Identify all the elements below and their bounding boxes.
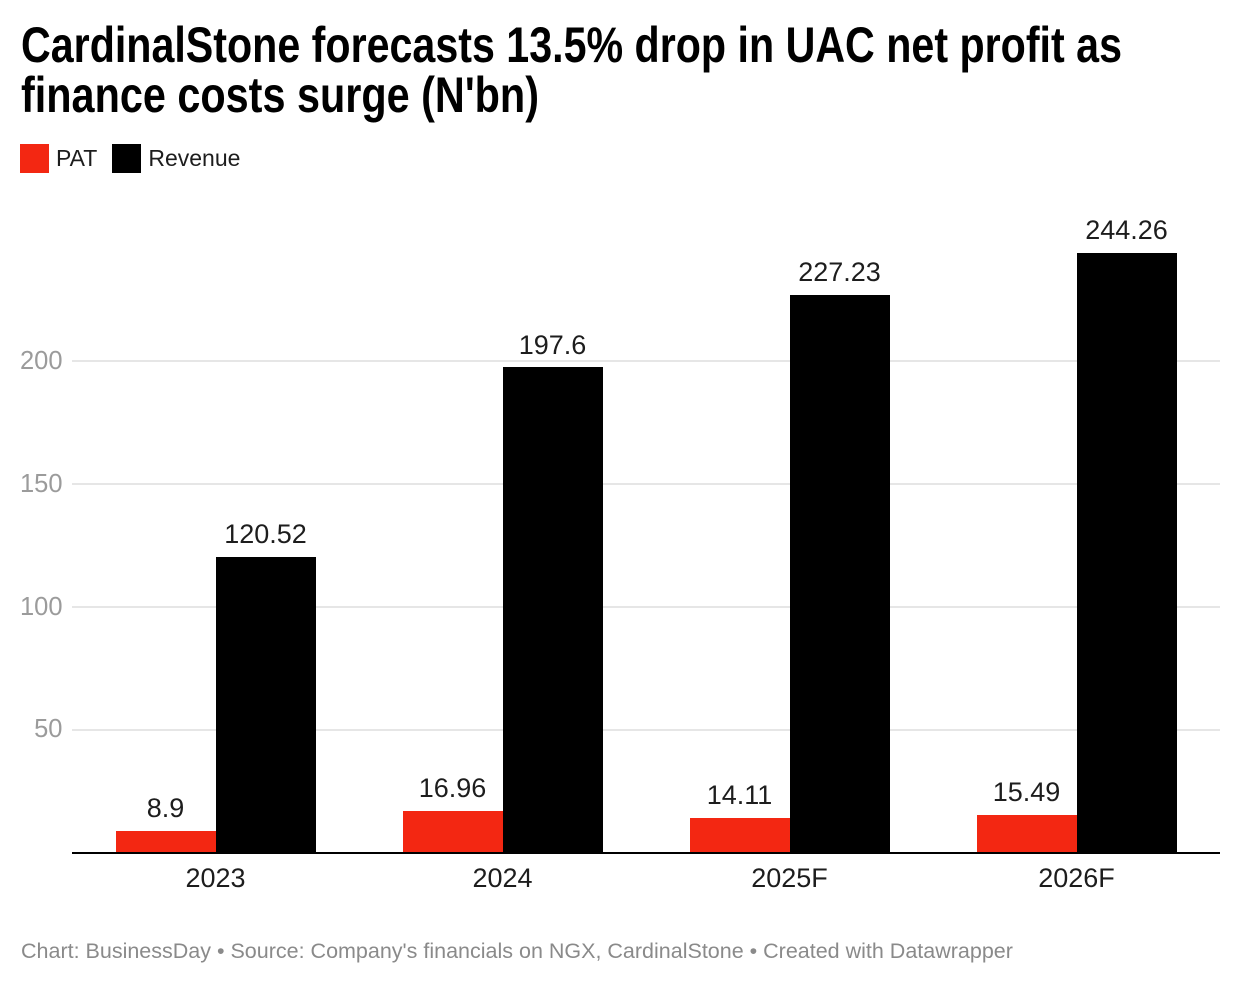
value-label-revenue-2024: 197.6 xyxy=(518,329,587,360)
x-axis-line xyxy=(72,852,1220,855)
y-axis-tick-label-150: 150 xyxy=(19,469,63,498)
chart-title-line-2: finance costs surge (N'bn) xyxy=(21,66,539,123)
x-axis-tick-label-2025f: 2025F xyxy=(751,863,828,894)
bar-revenue-2025f xyxy=(789,294,890,853)
legend: PAT Revenue xyxy=(20,144,240,173)
y-axis-tick-label-100: 100 xyxy=(19,592,63,621)
gridline-150 xyxy=(72,483,1220,486)
value-label-revenue-2025f: 227.23 xyxy=(798,256,881,287)
legend-label: Revenue xyxy=(148,145,241,171)
chart-title: CardinalStone forecasts 13.5% drop in UA… xyxy=(21,20,1240,120)
value-label-pat-2023: 8.9 xyxy=(146,793,185,824)
value-label-revenue-2026f: 244.26 xyxy=(1085,214,1168,245)
legend-item-revenue: Revenue xyxy=(112,144,240,173)
value-label-pat-2026f: 15.49 xyxy=(992,776,1061,807)
y-axis-tick-label-200: 200 xyxy=(19,346,63,375)
value-label-pat-2025f: 14.11 xyxy=(706,780,773,811)
x-axis-tick-label-2023: 2023 xyxy=(185,863,246,894)
chart-footer: Chart: BusinessDay • Source: Company's f… xyxy=(21,938,1013,963)
value-label-revenue-2023: 120.52 xyxy=(224,518,307,549)
chart-title-line-1: CardinalStone forecasts 13.5% drop in UA… xyxy=(21,16,1122,73)
bar-revenue-2026f xyxy=(1076,252,1177,853)
bar-pat-2023 xyxy=(115,830,216,853)
x-axis-tick-label-2024: 2024 xyxy=(472,863,533,894)
legend-label: PAT xyxy=(56,145,98,171)
legend-swatch-revenue xyxy=(112,144,142,173)
bar-pat-2025f xyxy=(689,818,790,853)
bar-revenue-2024 xyxy=(502,367,603,853)
x-axis-tick-label-2026f: 2026F xyxy=(1038,863,1115,894)
y-axis-tick-label-50: 50 xyxy=(34,715,63,744)
value-label-pat-2024: 16.96 xyxy=(418,773,487,804)
bar-pat-2024 xyxy=(402,811,503,853)
legend-swatch-pat xyxy=(20,144,49,173)
bar-pat-2026f xyxy=(976,814,1077,853)
bar-revenue-2023 xyxy=(215,556,316,853)
gridline-100 xyxy=(72,606,1220,609)
gridline-50 xyxy=(72,728,1220,731)
legend-item-pat: PAT xyxy=(20,144,97,173)
gridline-200 xyxy=(72,360,1220,363)
